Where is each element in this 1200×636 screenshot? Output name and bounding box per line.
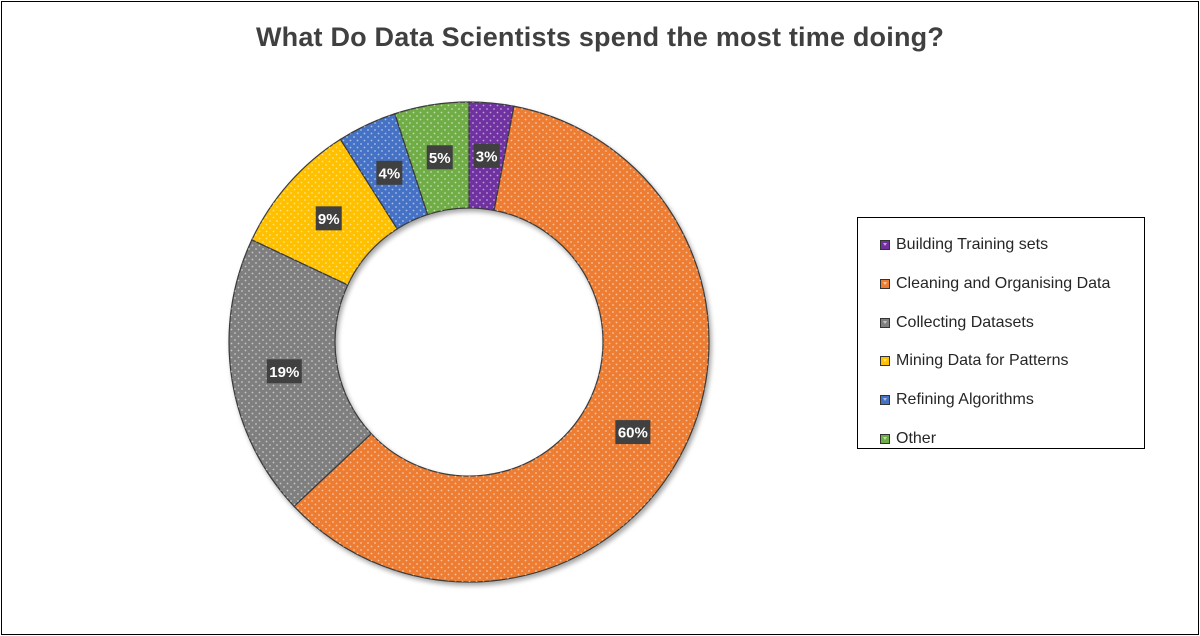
legend-label-refining-algorithms: Refining Algorithms [896, 391, 1034, 409]
slice-cleaning-and-organising-data [293, 105, 710, 583]
svg-text:4%: 4% [379, 165, 401, 182]
data-label-mining-data-for-patterns: 9% [315, 206, 342, 231]
legend-label-other: Other [896, 429, 937, 447]
svg-text:9%: 9% [318, 211, 340, 228]
data-label-collecting-datasets: 19% [266, 359, 302, 384]
legend-swatch-collecting-datasets [880, 317, 890, 328]
legend-swatch-building-training-sets [880, 240, 890, 251]
legend: Building Training sets Cleaning and Organ… [857, 217, 1145, 449]
legend-label-collecting-datasets: Collecting Datasets [896, 313, 1034, 331]
data-label-refining-algorithms: 4% [376, 160, 403, 185]
data-label-building-training-sets: 3% [473, 143, 500, 168]
legend-swatch-refining-algorithms [880, 395, 890, 406]
svg-text:60%: 60% [618, 425, 648, 442]
legend-item-cleaning-and-organising-data: Cleaning and Organising Data [858, 265, 1144, 304]
legend-item-collecting-datasets: Collecting Datasets [858, 303, 1144, 342]
data-label-cleaning-and-organising-data: 60% [615, 420, 651, 445]
legend-swatch-other [880, 433, 890, 444]
svg-text:3%: 3% [476, 148, 498, 165]
legend-item-refining-algorithms: Refining Algorithms [858, 381, 1144, 420]
legend-label-cleaning-and-organising-data: Cleaning and Organising Data [896, 275, 1111, 293]
legend-label-mining-data-for-patterns: Mining Data for Patterns [896, 352, 1069, 370]
svg-text:19%: 19% [269, 364, 299, 381]
legend-label-building-training-sets: Building Training sets [896, 236, 1049, 254]
legend-item-building-training-sets: Building Training sets [858, 226, 1144, 265]
legend-item-mining-data-for-patterns: Mining Data for Patterns [858, 342, 1144, 381]
svg-text:5%: 5% [429, 150, 451, 167]
legend-swatch-mining-data-for-patterns [880, 356, 890, 367]
chart-title: What Do Data Scientists spend the most t… [255, 22, 945, 52]
legend-swatch-cleaning-and-organising-data [880, 279, 890, 290]
data-label-other: 5% [426, 145, 453, 170]
legend-item-other: Other [858, 419, 1144, 458]
